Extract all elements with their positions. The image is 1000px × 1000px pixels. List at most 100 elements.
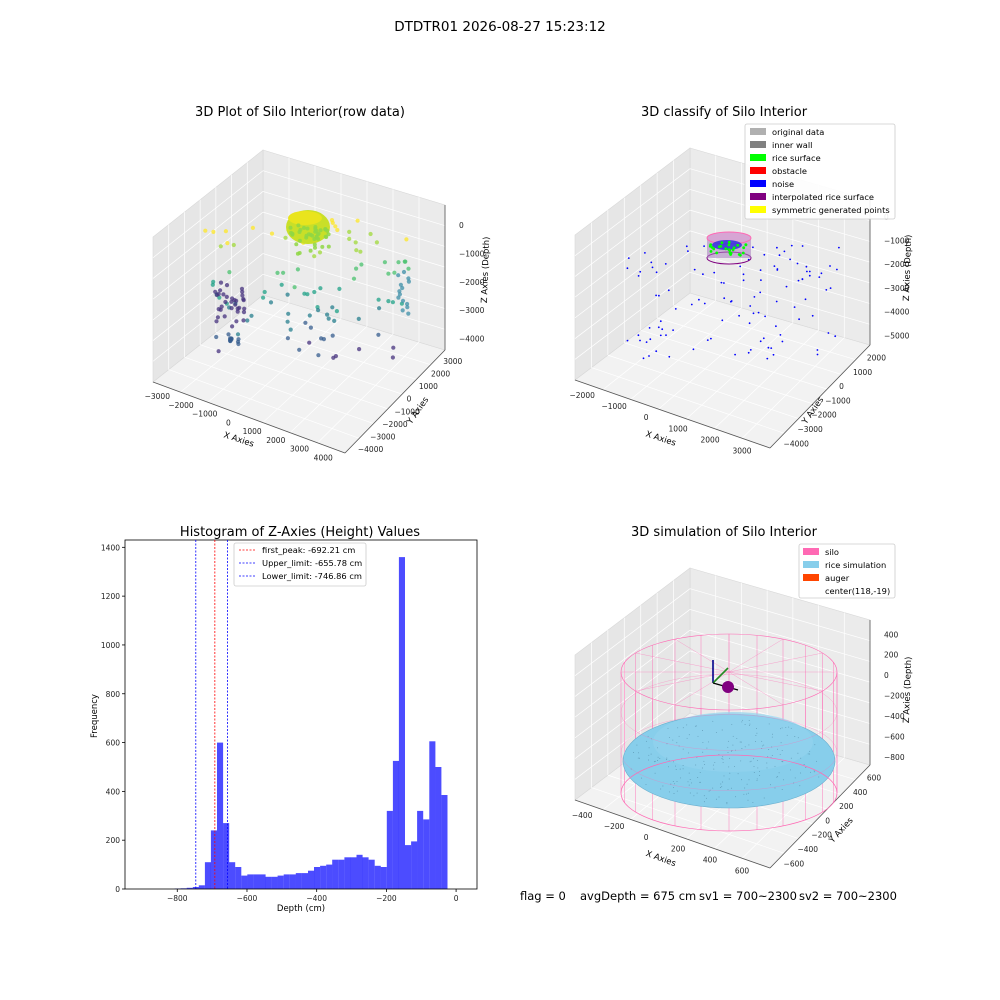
p4-rice-mesh-dot	[774, 787, 776, 789]
p1-data-point	[233, 302, 238, 307]
p2-grid-line	[607, 354, 799, 419]
p1-data-point	[320, 244, 325, 249]
p4-rice-mesh-dot	[667, 727, 669, 729]
p4-rice-mesh-dot	[742, 719, 744, 721]
p4-y-tick-label: 600	[867, 773, 882, 782]
p2-legend-label: rice surface	[772, 153, 821, 163]
p4-rice-mesh-dot	[756, 759, 758, 761]
p2-noise-point	[829, 265, 831, 267]
p2-noise-point	[764, 315, 766, 318]
p4-rice-mesh-dot	[753, 766, 755, 768]
p1-z-tick-label: 0	[459, 221, 464, 230]
p4-rice-mesh-dot	[678, 735, 680, 737]
p4-rice-mesh-dot	[771, 736, 773, 738]
p4-rice-mesh-dot	[750, 760, 752, 762]
p1-data-point	[302, 225, 306, 230]
p2-noise-point	[690, 303, 693, 306]
p2-z-tick-label: −1000	[884, 236, 910, 245]
p4-z-tick-label: 400	[884, 630, 899, 639]
p4-rice-mesh-dot	[778, 772, 780, 774]
p4-rice-mesh-dot	[702, 751, 704, 753]
p2-noise-point	[721, 319, 724, 322]
p1-data-point	[308, 232, 313, 237]
p1-data-point	[241, 318, 246, 323]
p3-legend-box	[233, 542, 367, 587]
p4-rice-mesh-dot	[712, 764, 714, 766]
p3-hist-bar	[223, 823, 230, 889]
p1-data-point	[330, 305, 335, 310]
p3-y-tick-label: 0	[115, 885, 120, 894]
footer-avg-depth: avgDepth = 675 cm	[580, 889, 696, 903]
p1-grid-line	[231, 319, 417, 380]
p2-noise-point	[658, 294, 660, 297]
p4-rice-mesh-dot	[708, 741, 709, 743]
p2-legend-label: inner wall	[772, 140, 812, 150]
p2-noise-point	[767, 346, 770, 349]
p1-data-point	[222, 314, 227, 319]
p3-hist-bar	[295, 873, 302, 889]
p3-hist-bar	[405, 845, 412, 889]
p1-data-point	[312, 289, 317, 295]
p4-rice-mesh-dot	[756, 728, 757, 730]
p1-data-point	[229, 299, 234, 304]
p4-rice-mesh-dot	[748, 779, 750, 781]
p1-data-point	[290, 232, 295, 237]
p1-data-point	[334, 309, 339, 314]
p2-noise-point	[829, 287, 832, 289]
p3-y-tick-label: 800	[106, 690, 121, 699]
p1-data-point	[227, 270, 232, 275]
p2-noise-point	[685, 245, 688, 248]
p1-data-point	[297, 347, 302, 352]
p4-rice-mesh-dot	[756, 779, 758, 781]
p2-noise-point	[798, 318, 800, 321]
p3-hist-bar	[429, 741, 436, 889]
p4-y-tick-label: −600	[784, 859, 805, 868]
p2-grid-line	[689, 251, 871, 304]
p4-rice-mesh-dot	[768, 723, 770, 725]
p4-rice-mesh-dot	[689, 779, 691, 781]
p4-rice-mesh-dot	[732, 744, 734, 746]
p4-rice-mesh-dot	[718, 796, 720, 798]
p2-rice-surface-point	[709, 250, 713, 253]
p4-rice-mesh-dot	[723, 775, 725, 777]
p4-rice-mesh-dot	[677, 727, 679, 729]
p4-rice-mesh-dot	[766, 762, 768, 764]
p1-data-point	[249, 313, 254, 318]
p4-rice-mesh-dot	[756, 732, 758, 734]
p1-grid-line	[262, 191, 446, 247]
p4-legend-swatch	[803, 561, 819, 568]
p1-data-point	[355, 218, 360, 223]
p4-rice-mesh-dot	[788, 726, 790, 728]
p4-grid-line	[689, 588, 871, 642]
p4-rice-mesh-dot	[741, 721, 743, 723]
p2-noise-point	[713, 271, 716, 274]
p1-data-point	[326, 244, 331, 249]
p4-rice-mesh-dot	[752, 801, 754, 803]
footer-sv1: sv1 = 700~2300	[699, 889, 797, 903]
p4-rice-mesh-dot	[675, 769, 677, 771]
p4-rice-mesh-dot	[766, 767, 768, 769]
p4-rice-mesh-dot	[794, 777, 796, 779]
p1-data-point	[354, 248, 359, 253]
p1-data-point	[297, 230, 302, 234]
p1-data-point	[239, 286, 245, 291]
p2-noise-point	[655, 294, 657, 297]
p1-y-tick-label: 0	[407, 395, 412, 404]
p1-y-tick-label: −3000	[370, 432, 396, 441]
p2-rice-surface-point	[719, 244, 723, 248]
p3-hist-bar	[229, 862, 236, 889]
p3-hist-bar	[441, 795, 448, 889]
p4-rice-mesh-dot	[776, 776, 778, 778]
p4-rice-mesh-dot	[755, 740, 756, 742]
p4-rice-mesh-dot	[682, 748, 684, 750]
p1-grid-line	[262, 232, 446, 289]
p2-z-tick-label: −4000	[884, 308, 910, 317]
p2-noise-point	[742, 279, 745, 282]
p1-data-point	[230, 324, 235, 329]
p1-grid-line	[289, 334, 394, 433]
p4-legend-label: silo	[825, 547, 839, 557]
p4-rice-mesh-dot	[645, 740, 647, 742]
p2-rice-surface-point	[742, 246, 746, 250]
p2-noise-point	[723, 297, 726, 300]
p4-rice-mesh-dot	[722, 781, 724, 783]
